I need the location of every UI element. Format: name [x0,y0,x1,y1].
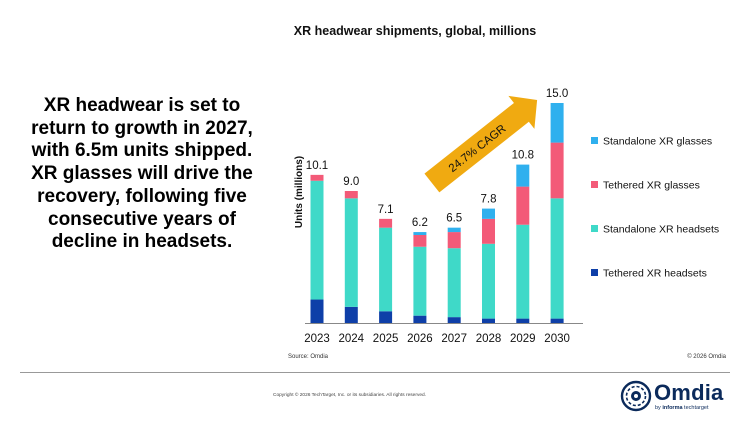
bar-segment-2023-tethered-xr-headsets [310,299,324,323]
x-tick-2023: 2023 [304,333,330,345]
bar-segment-2030-tethered-xr-headsets [550,318,564,323]
bar-segment-2023-tethered-xr-glasses [310,174,324,181]
bar-segment-2025-tethered-xr-headsets [379,311,393,323]
logo-brand: Omdia [654,380,724,405]
total-label-2023: 10.1 [306,160,328,172]
footer-copyright: Copyright © 2026 TechTarget, Inc. or its… [273,393,427,398]
bar-segment-2030-tethered-xr-glasses [550,142,564,199]
bar-segment-2028-tethered-xr-headsets [482,318,495,323]
headline-text: XR headwear is set to return to growth i… [31,95,253,253]
legend-swatch-tethered-xr-headsets [591,269,598,276]
total-label-2024: 9.0 [343,176,359,188]
total-label-2030: 15.0 [546,88,568,100]
bar-segment-2024-tethered-xr-glasses [344,191,358,199]
bar-segment-2029-standalone-xr-glasses [516,164,530,187]
bar-segment-2027-tethered-xr-glasses [447,232,461,249]
bar-segment-2026-tethered-xr-glasses [413,235,427,247]
x-tick-2024: 2024 [339,333,365,345]
legend-swatch-tethered-xr-glasses [591,181,598,188]
omdia-mark-icon [620,380,652,412]
x-tick-2030: 2030 [544,333,570,345]
bar-segment-2029-tethered-xr-glasses [516,186,530,225]
chart-title: XR headwear shipments, global, millions [293,24,537,38]
bar-segment-2027-tethered-xr-headsets [447,317,461,323]
x-tick-2027: 2027 [441,333,467,345]
bar-segment-2028-tethered-xr-glasses [482,218,495,244]
bar-segment-2025-standalone-xr-headsets [379,227,393,312]
omdia-logo: Omdia by informa techtarget [620,378,730,416]
y-axis-label: Units (millions) [294,156,305,228]
total-label-2026: 6.2 [412,217,428,229]
chart-copyright: © 2026 Omdia [687,354,726,360]
legend-label-tethered-xr-glasses: Tethered XR glasses [603,180,700,192]
footer-divider [20,372,730,373]
bar-segment-2026-tethered-xr-headsets [413,315,427,323]
total-label-2029: 10.8 [512,150,534,162]
x-tick-2029: 2029 [510,333,536,345]
bar-segment-2028-standalone-xr-headsets [482,243,495,319]
bar-segment-2030-standalone-xr-headsets [550,198,564,319]
legend-label-standalone-xr-headsets: Standalone XR headsets [603,224,719,236]
bar-segment-2030-standalone-xr-glasses [550,103,564,143]
chart-source: Source: Omdia [288,354,329,360]
logo-parent: by informa techtarget [655,405,709,411]
bar-segment-2029-tethered-xr-headsets [516,318,530,323]
x-tick-2026: 2026 [407,333,433,345]
legend-label-standalone-xr-glasses: Standalone XR glasses [603,136,712,148]
bar-segment-2027-standalone-xr-headsets [447,248,461,318]
bar-segment-2026-standalone-xr-headsets [413,246,427,316]
legend-label-tethered-xr-headsets: Tethered XR headsets [603,268,707,280]
x-tick-2025: 2025 [373,333,399,345]
total-label-2025: 7.1 [378,204,394,216]
total-label-2028: 7.8 [481,194,497,206]
bar-segment-2029-standalone-xr-headsets [516,224,530,319]
cagr-arrow: 24.7% CAGR [424,95,538,193]
bar-segment-2023-standalone-xr-headsets [310,180,324,300]
total-label-2027: 6.5 [446,213,462,225]
bar-segment-2027-standalone-xr-glasses [447,227,461,233]
legend-swatch-standalone-xr-glasses [591,137,598,144]
x-tick-2028: 2028 [476,333,502,345]
cagr-arrow-shape [424,95,538,193]
bar-segment-2024-standalone-xr-headsets [344,198,358,307]
bar-segment-2025-tethered-xr-glasses [379,218,393,228]
bar-segment-2028-standalone-xr-glasses [482,208,495,219]
bar-segment-2026-standalone-xr-glasses [413,232,427,235]
bar-segment-2024-tethered-xr-headsets [344,306,358,323]
legend-swatch-standalone-xr-headsets [591,225,598,232]
